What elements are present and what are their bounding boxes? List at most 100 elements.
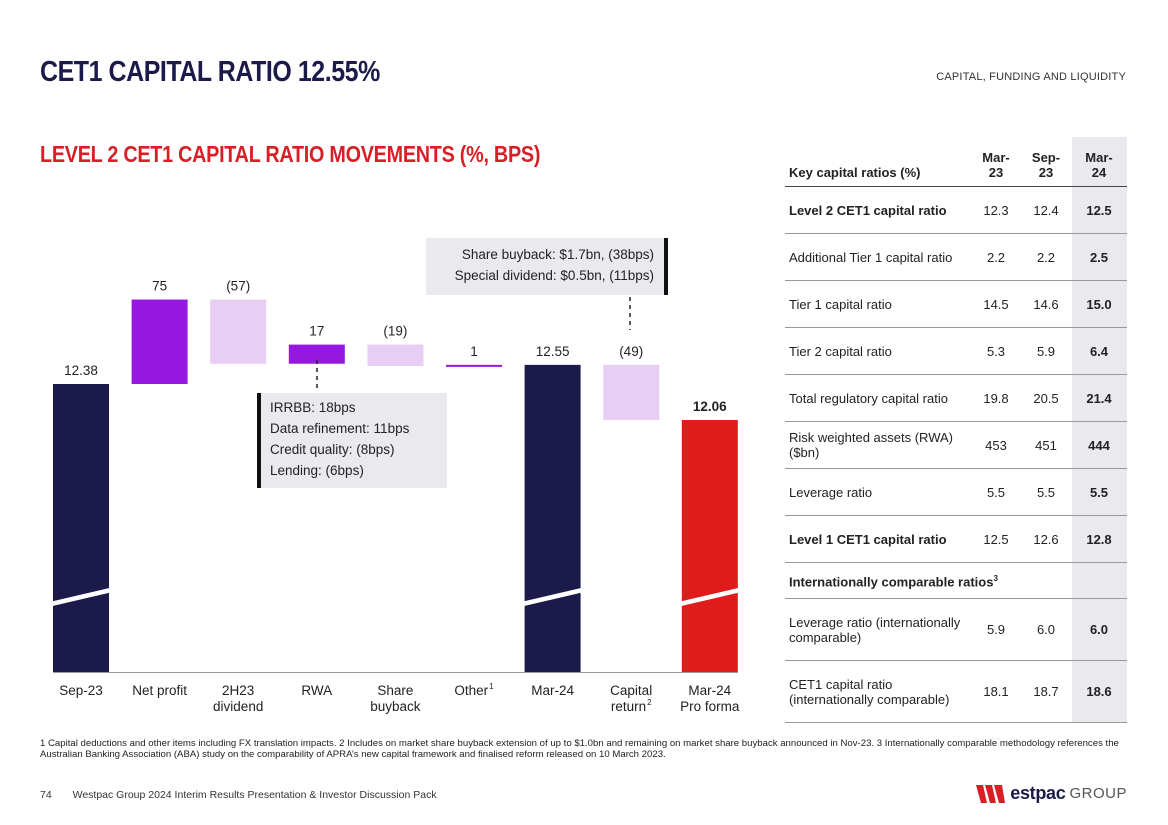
row-value: 12.8 bbox=[1086, 531, 1112, 547]
row-label: Additional Tier 1 capital ratio bbox=[789, 249, 953, 265]
callout-line: Share buyback: $1.7bn, (38bps) bbox=[461, 247, 654, 262]
row-value: 21.4 bbox=[1086, 390, 1112, 406]
bar-8 bbox=[681, 420, 738, 672]
row-label: Tier 2 capital ratio bbox=[789, 343, 892, 359]
bar-value-label: (57) bbox=[226, 279, 250, 294]
table-subheader: Internationally comparable ratios3 bbox=[789, 574, 998, 590]
row-label: Risk weighted assets (RWA) ($bn) bbox=[789, 430, 953, 460]
category-label: Share bbox=[377, 683, 413, 698]
row-value: 18.7 bbox=[1033, 684, 1059, 699]
row-value: 2.2 bbox=[1036, 249, 1056, 265]
row-value: 12.3 bbox=[983, 202, 1009, 218]
callout-line: Credit quality: (8bps) bbox=[270, 442, 395, 457]
row-label: Tier 1 capital ratio bbox=[789, 296, 892, 312]
row-value: 18.1 bbox=[983, 684, 1009, 699]
category-label: Net profit bbox=[132, 683, 187, 698]
row-label: CET1 capital ratio (internationally comp… bbox=[789, 676, 950, 707]
callout-line: Special dividend: $0.5bn, (11bps) bbox=[454, 268, 654, 283]
table-row: Tier 1 capital ratio 14.5 14.6 15.0 bbox=[785, 281, 1127, 328]
row-value: 18.6 bbox=[1086, 684, 1112, 699]
row-value: 12.5 bbox=[1086, 202, 1112, 218]
table-row: Total regulatory capital ratio 19.8 20.5 21… bbox=[785, 375, 1127, 422]
bar-value-label: 75 bbox=[152, 279, 167, 294]
westpac-logo: estpac GROUP bbox=[976, 783, 1127, 804]
row-value: 2.2 bbox=[986, 249, 1006, 265]
key-capital-ratios-table: Key capital ratios (%) Mar- 23 Sep- 23 M… bbox=[785, 137, 1127, 723]
callout-line: Data refinement: 11bps bbox=[270, 421, 410, 436]
bar-value-label: (49) bbox=[619, 344, 643, 359]
table-row: Level 2 CET1 capital ratio 12.3 12.4 12.5 bbox=[785, 187, 1127, 234]
table-subheader-row: Internationally comparable ratios3 bbox=[785, 563, 1127, 599]
bar-value-label: 12.06 bbox=[693, 399, 727, 414]
rwa-callout: IRRBB: 18bps Data refinement: 11bps Cred… bbox=[257, 393, 447, 488]
row-value: 5.5 bbox=[1089, 484, 1109, 500]
logo-word: estpac bbox=[1010, 783, 1066, 803]
table-row: CET1 capital ratio (internationally comp… bbox=[785, 661, 1127, 723]
row-value: 6.0 bbox=[1036, 622, 1056, 637]
bar-5 bbox=[446, 364, 502, 367]
bar-value-label: (19) bbox=[383, 324, 407, 339]
axis-break-mark bbox=[50, 587, 112, 607]
page-number: 74 bbox=[40, 789, 52, 801]
category-label: Capital bbox=[610, 683, 652, 698]
row-label: Total regulatory capital ratio bbox=[789, 390, 948, 406]
row-value: 5.9 bbox=[1036, 343, 1056, 359]
table-row: Additional Tier 1 capital ratio 2.2 2.2 2.5 bbox=[785, 234, 1127, 281]
bar-value-label: 1 bbox=[470, 344, 478, 359]
row-value: 5.3 bbox=[986, 343, 1006, 359]
bar-7 bbox=[603, 364, 660, 421]
axis-break-mark bbox=[679, 587, 741, 607]
row-value: 2.5 bbox=[1089, 249, 1109, 265]
callout-line: IRRBB: 18bps bbox=[270, 400, 356, 415]
chart-title: LEVEL 2 CET1 CAPITAL RATIO MOVEMENTS (%,… bbox=[40, 141, 541, 167]
row-value: 12.4 bbox=[1033, 202, 1059, 218]
row-value: 5.5 bbox=[986, 484, 1006, 500]
table-header-mar23: Mar- 23 bbox=[982, 150, 1010, 180]
row-label: Leverage ratio bbox=[789, 484, 873, 500]
table-header-row: Key capital ratios (%) Mar- 23 Sep- 23 M… bbox=[785, 137, 1127, 187]
bar-1 bbox=[131, 299, 188, 384]
bar-4 bbox=[367, 344, 424, 366]
document-title: Westpac Group 2024 Interim Results Prese… bbox=[72, 789, 437, 801]
row-label: Level 2 CET1 capital ratio bbox=[789, 202, 947, 218]
bar-value-label: 17 bbox=[309, 324, 324, 339]
row-value: 444 bbox=[1088, 437, 1110, 453]
category-label: Mar-24 bbox=[531, 683, 574, 698]
category-label: 2H23 bbox=[222, 683, 254, 698]
row-value: 20.5 bbox=[1033, 390, 1059, 406]
category-label: dividend bbox=[213, 699, 263, 714]
bar-value-label: 12.55 bbox=[536, 344, 570, 359]
row-value: 5.5 bbox=[1036, 484, 1056, 500]
bar-2 bbox=[210, 299, 267, 364]
category-label: Pro forma bbox=[680, 699, 740, 714]
table-header-sep23: Sep- 23 bbox=[1031, 150, 1061, 180]
callout-line: Lending: (6bps) bbox=[270, 463, 364, 478]
category-label: Other1 bbox=[454, 682, 494, 698]
row-value: 453 bbox=[985, 437, 1007, 453]
row-value: 451 bbox=[1035, 437, 1057, 453]
axis-break-mark bbox=[522, 587, 584, 607]
capital-return-callout: Share buyback: $1.7bn, (38bps) Special d… bbox=[426, 238, 668, 295]
page-title: CET1 CAPITAL RATIO 12.55% bbox=[40, 56, 380, 88]
table-header-label: Key capital ratios (%) bbox=[789, 165, 921, 180]
row-value: 12.6 bbox=[1033, 531, 1059, 547]
row-value: 5.9 bbox=[986, 622, 1006, 637]
category-label: Sep-23 bbox=[59, 683, 103, 698]
footnote: 1 Capital deductions and other items inc… bbox=[40, 738, 1119, 760]
row-value: 12.5 bbox=[983, 531, 1009, 547]
row-value: 19.8 bbox=[983, 390, 1009, 406]
category-label: Mar-24 bbox=[688, 683, 731, 698]
category-label: RWA bbox=[301, 683, 332, 698]
logo-group: GROUP bbox=[1069, 785, 1127, 802]
westpac-w-icon bbox=[976, 784, 1006, 803]
section-label: CAPITAL, FUNDING AND LIQUIDITY bbox=[936, 71, 1126, 83]
bar-3 bbox=[288, 344, 345, 364]
bar-0 bbox=[53, 384, 109, 672]
table-row: Leverage ratio 5.5 5.5 5.5 bbox=[785, 469, 1127, 516]
row-label: Leverage ratio (internationally comparab… bbox=[789, 614, 961, 645]
highlight-column bbox=[1072, 137, 1127, 722]
table-row: Level 1 CET1 capital ratio 12.5 12.6 12.8 bbox=[785, 516, 1127, 563]
table-row: Risk weighted assets (RWA) ($bn) 453 451 44… bbox=[785, 422, 1127, 469]
table-header-mar24: Mar- 24 bbox=[1085, 150, 1113, 180]
